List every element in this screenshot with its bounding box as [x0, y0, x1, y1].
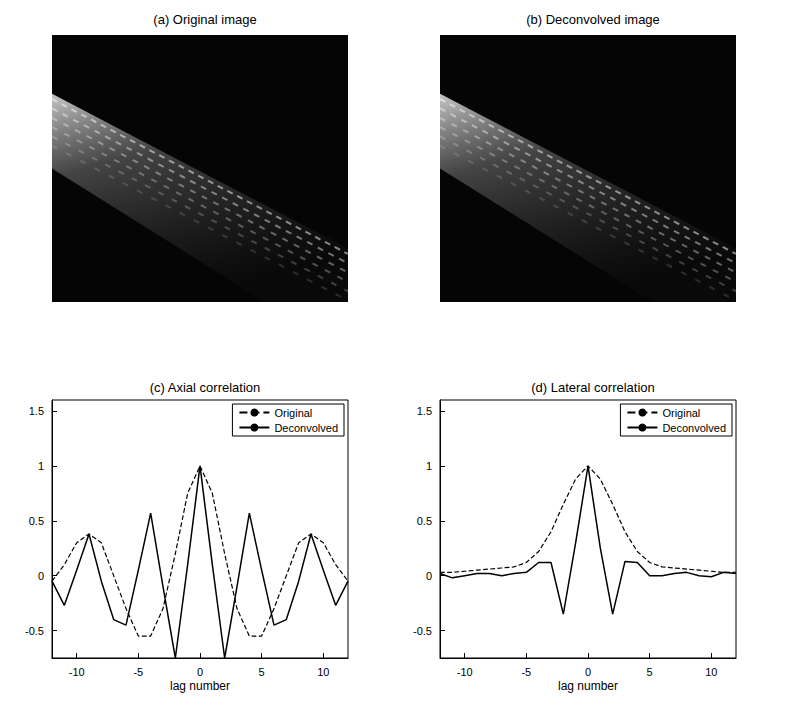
svg-text:5: 5	[647, 666, 653, 678]
svg-text:(c) Axial correlation: (c) Axial correlation	[150, 380, 261, 395]
svg-text:(a) Original image: (a) Original image	[153, 12, 256, 27]
svg-text:1: 1	[38, 460, 44, 472]
svg-text:Deconvolved: Deconvolved	[662, 422, 726, 434]
svg-text:0: 0	[197, 666, 203, 678]
svg-text:-10: -10	[457, 666, 473, 678]
svg-text:10: 10	[705, 666, 717, 678]
svg-text:Deconvolved: Deconvolved	[274, 422, 338, 434]
svg-text:0: 0	[38, 570, 44, 582]
svg-text:1: 1	[426, 460, 432, 472]
svg-text:0.5: 0.5	[29, 515, 44, 527]
svg-text:-5: -5	[521, 666, 531, 678]
svg-text:-0.5: -0.5	[413, 625, 432, 637]
svg-text:0: 0	[426, 570, 432, 582]
svg-text:Original: Original	[274, 407, 312, 419]
svg-text:(d) Lateral correlation: (d) Lateral correlation	[531, 380, 655, 395]
svg-text:0.5: 0.5	[417, 515, 432, 527]
svg-text:1.5: 1.5	[29, 405, 44, 417]
svg-text:-0.5: -0.5	[25, 625, 44, 637]
svg-text:-10: -10	[69, 666, 85, 678]
svg-text:10: 10	[317, 666, 329, 678]
svg-text:Original: Original	[662, 407, 700, 419]
svg-text:lag number: lag number	[558, 679, 618, 693]
svg-text:-5: -5	[133, 666, 143, 678]
svg-text:5: 5	[259, 666, 265, 678]
svg-text:0: 0	[585, 666, 591, 678]
svg-text:1.5: 1.5	[417, 405, 432, 417]
svg-text:lag number: lag number	[170, 679, 230, 693]
svg-text:(b) Deconvolved image: (b) Deconvolved image	[526, 12, 660, 27]
